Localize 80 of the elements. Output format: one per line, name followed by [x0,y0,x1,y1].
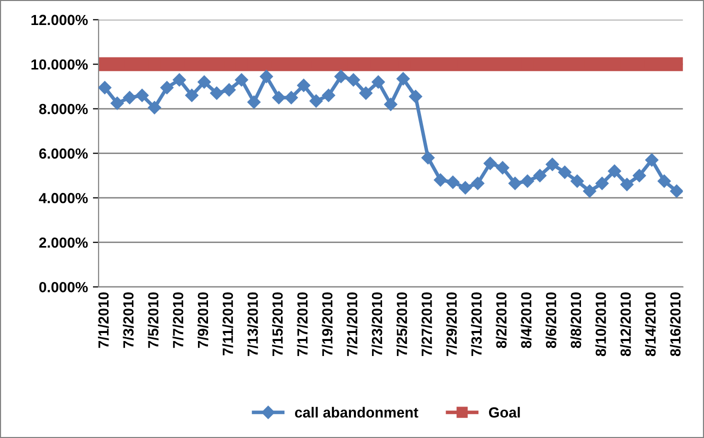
point [546,158,559,172]
y-tick-label: 6.000% [39,148,88,159]
point [583,184,596,198]
x-tick-label: 7/23/2010 [371,292,382,356]
point [458,181,472,194]
x-tick-label: 8/16/2010 [670,292,681,356]
point [310,94,323,108]
point [334,70,348,84]
x-tick-label: 7/19/2010 [322,292,333,356]
x-tick-label: 7/11/2010 [222,292,234,356]
point [384,98,398,111]
point [110,96,124,110]
point [297,78,310,92]
point [421,151,435,164]
point [346,73,360,86]
legend-label: call abandonment [294,406,418,418]
x-tick-label: 7/17/2010 [296,292,308,356]
point [670,184,683,198]
x-tick-label: 7/1/2010 [98,292,109,348]
x-tick-label: 8/6/2010 [546,292,556,348]
point [322,88,336,102]
point [210,86,224,100]
x-tick-label: 7/7/2010 [172,292,184,348]
x-tick-label: 7/25/2010 [396,292,408,356]
point [135,88,149,102]
point [471,176,484,190]
point [260,70,273,84]
x-tick-label: 8/10/2010 [595,292,606,356]
point [396,72,410,86]
point [658,174,671,188]
point [434,173,448,187]
point [558,166,572,179]
x-tick-label: 8/4/2010 [520,292,532,348]
y-tick-label: 12.000% [31,14,88,26]
y-tick-label: 2.000% [39,237,88,248]
point [123,91,136,104]
point [408,90,422,104]
point [148,101,162,114]
x-tick-label: 8/14/2010 [645,292,656,356]
y-tick-label: 8.000% [39,104,88,114]
y-tick-label: 10.000% [31,59,88,70]
point [446,176,460,189]
point [484,156,497,170]
point [620,178,634,192]
point [222,83,236,96]
x-tick-label: 7/29/2010 [446,292,457,356]
x-tick-label: 7/9/2010 [197,292,208,348]
x-tick-label: 7/5/2010 [148,292,159,348]
point [632,168,646,182]
x-tick-label: 7/21/2010 [346,292,358,356]
point [284,91,298,104]
point [570,174,584,188]
x-tick-label: 8/2/2010 [496,292,507,348]
point [160,81,174,94]
y-tick-label: 4.000% [38,192,88,204]
x-tick-label: 8/8/2010 [570,292,582,348]
point [645,153,658,167]
x-tick-label: 7/27/2010 [421,292,432,356]
point [533,168,546,182]
x-tick-label: 7/15/2010 [272,292,283,356]
point [234,73,248,86]
point [185,88,198,102]
point [608,164,622,178]
point [98,81,112,94]
legend-label: Goal [488,406,520,418]
point [172,73,186,86]
point [372,75,385,89]
point [508,176,522,190]
point [520,174,534,188]
x-tick-label: 7/31/2010 [470,292,482,356]
x-tick-label: 7/3/2010 [122,292,134,348]
point [359,86,372,100]
point [247,96,261,109]
point [496,161,510,174]
x-tick-label: 7/13/2010 [247,292,258,356]
point [198,75,211,89]
y-tick-label: 0.000% [39,282,88,292]
point [272,91,286,104]
x-tick-label: 8/12/2010 [620,292,631,356]
point [595,176,609,190]
